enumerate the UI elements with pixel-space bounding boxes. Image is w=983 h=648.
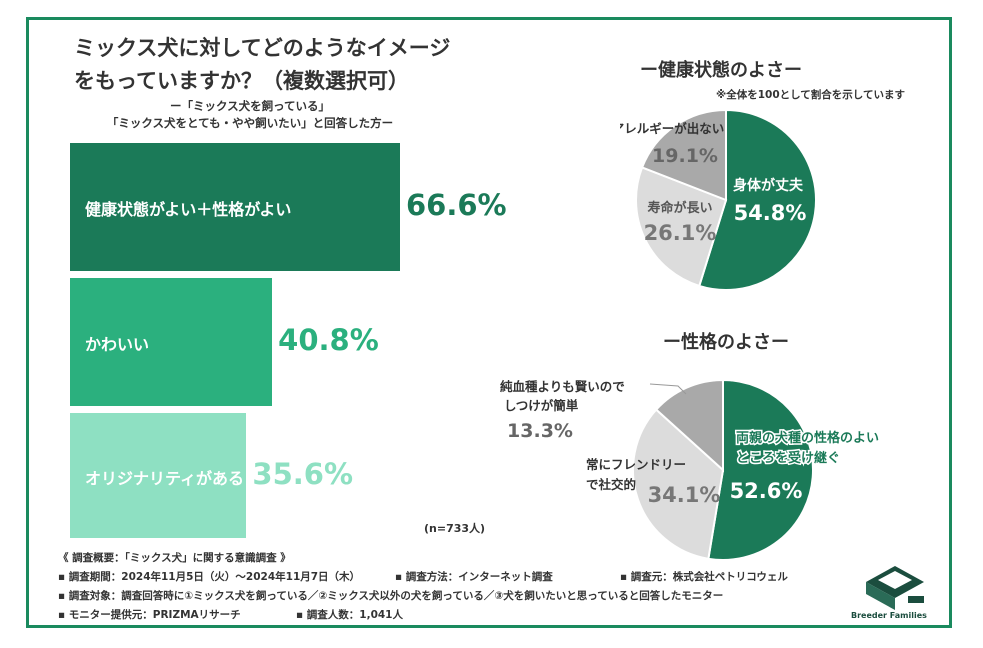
- bar-value-label: 40.8%: [278, 323, 379, 357]
- slice-label: 寿命が長い: [647, 200, 712, 216]
- pie-slice: [635, 166, 728, 288]
- slice-value-label: 13.3%: [507, 420, 573, 442]
- slice-label: 両親の犬種の性格のよい: [736, 430, 879, 446]
- logo-text: Breeder Families: [851, 611, 927, 620]
- footer-source: ▪ 調査元：株式会社ペトリコウェル: [620, 571, 788, 583]
- footer-heading: 《 調査概要：「ミックス犬」に関する意識調査 》: [58, 552, 291, 564]
- slice-label: 常にフレンドリー: [586, 457, 686, 472]
- bar-value-label: 35.6%: [252, 456, 353, 491]
- subtitle-line-2: 「ミックス犬をとても・やや飼いたい」と回答した方ー: [106, 116, 394, 130]
- slice-value-label: 26.1%: [644, 221, 717, 245]
- pie-slice: [698, 108, 817, 291]
- slice-label: ところを受け継ぐ: [736, 450, 840, 466]
- slice-label: 身体が丈夫: [733, 177, 804, 194]
- slice-label: しつけが簡単: [504, 398, 579, 413]
- footer-method: ▪ 調査方法：インターネット調査: [395, 571, 553, 583]
- bar: かわいい: [70, 278, 273, 406]
- pie-slice: [654, 378, 724, 473]
- slice-value-label: 19.1%: [652, 145, 718, 167]
- bar-label: 健康状態がよい＋性格がよい: [85, 200, 292, 219]
- chart-title: ミックス犬に対してどのようなイメージ をもっていますか？（複数選択可）: [74, 32, 494, 98]
- title-line-1: ミックス犬に対してどのようなイメージ: [74, 36, 451, 60]
- title-line-2: をもっていますか？（複数選択可）: [74, 69, 409, 93]
- bar-value-label: 66.6%: [406, 188, 507, 222]
- pie1-chart: 身体が丈夫 54.8% 寿命が長い 26.1% アレルギーが出ない 19.1%: [620, 108, 817, 291]
- footer-target: ▪ 調査対象：調査回答時に①ミックス犬を飼っている／②ミックス犬以外の犬を飼って…: [58, 590, 724, 602]
- slice-value-label: 52.6%: [730, 479, 803, 503]
- chart-subtitle: ー「ミックス犬を飼っている」 「ミックス犬をとても・やや飼いたい」と回答した方ー: [60, 98, 440, 132]
- pie-slice: [707, 378, 814, 561]
- bar-label: オリジナリティがある: [85, 468, 245, 488]
- slice-label: 純血種よりも賢いので: [500, 379, 625, 394]
- slice-label: アレルギーが出ない: [620, 121, 724, 136]
- pie-slice: [632, 408, 725, 560]
- pie1-note: ※全体を100として割合を示しています: [716, 89, 905, 101]
- slice-value-label: 34.1%: [648, 483, 721, 507]
- pie2-title: ー性格のよさー: [663, 332, 789, 353]
- leader-line: [649, 383, 687, 395]
- breeder-families-logo-icon: [866, 566, 924, 610]
- bar-label: かわいい: [85, 335, 150, 354]
- footer-provider: ▪ モニター提供元：PRIZMAリサーチ: [58, 609, 241, 621]
- slice-label: で社交的: [586, 477, 636, 492]
- bar: オリジナリティがある: [70, 413, 247, 538]
- survey-footer: 《 調査概要：「ミックス犬」に関する意識調査 》 ▪ 調査期間：2024年11月…: [58, 549, 788, 625]
- footer-count: ▪ 調査人数：1,041人: [296, 609, 403, 621]
- sample-size-note: (n=733人): [424, 522, 486, 535]
- pie-slice: [640, 108, 727, 202]
- pie1-title: ー健康状態のよさー: [640, 60, 802, 81]
- slice-value-label: 54.8%: [734, 201, 807, 225]
- subtitle-line-1: ー「ミックス犬を飼っている」: [169, 99, 331, 113]
- bar: 健康状態がよい＋性格がよい: [70, 143, 400, 271]
- footer-period: ▪ 調査期間：2024年11月5日（火）～2024年11月7日（木）: [58, 571, 361, 583]
